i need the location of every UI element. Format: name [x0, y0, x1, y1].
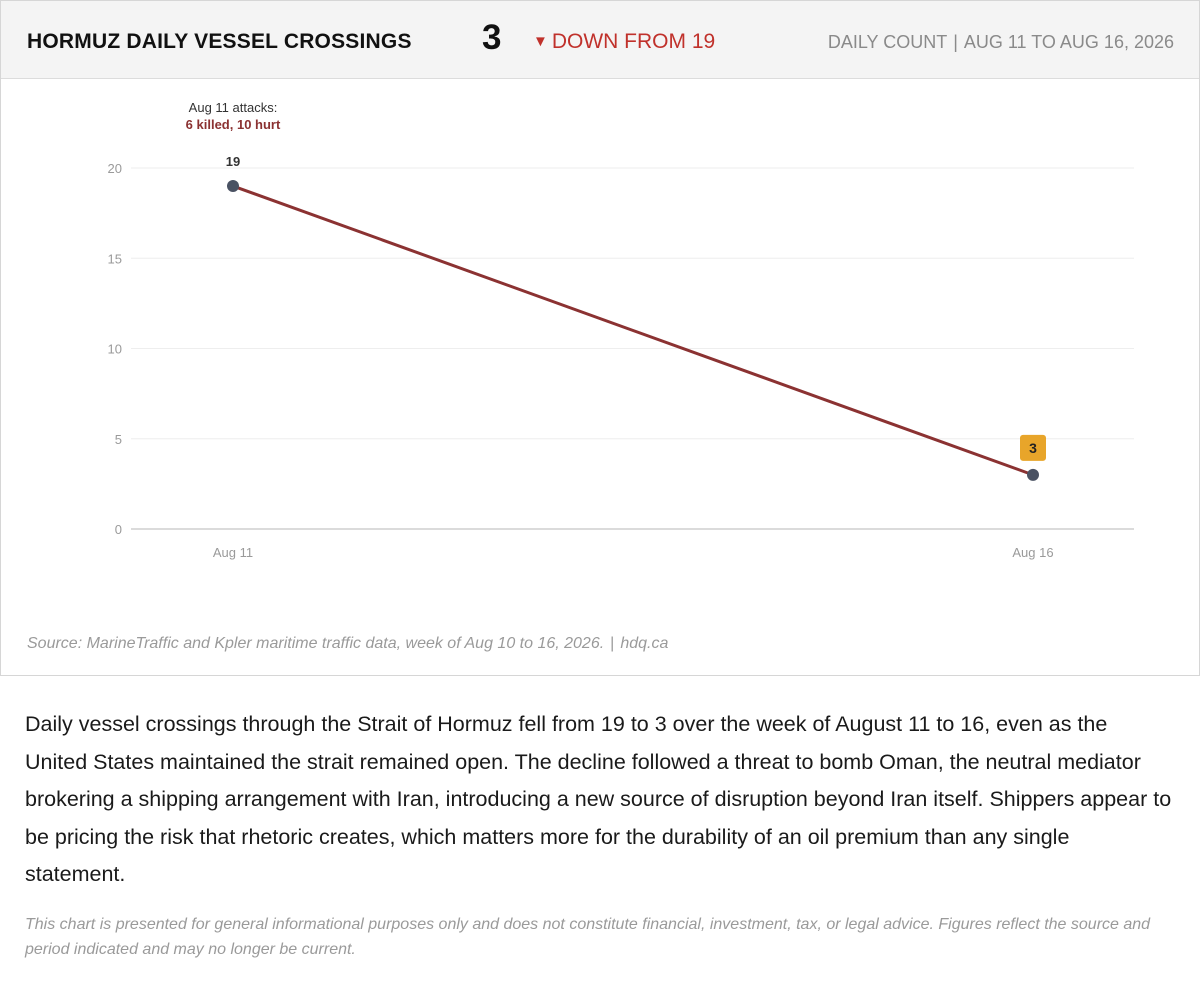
current-value: 3 — [482, 18, 502, 57]
change-text: DOWN FROM 19 — [551, 30, 716, 53]
down-arrow-icon: ▼ — [533, 33, 548, 50]
source-note: Source: MarineTraffic and Kpler maritime… — [27, 635, 668, 653]
data-label: 3 — [1029, 440, 1037, 456]
chart-meta: DAILY COUNT | AUG 11 TO AUG 16, 2026 — [828, 32, 1174, 53]
y-tick-label: 20 — [108, 161, 122, 176]
meta-label: DAILY COUNT — [827, 32, 948, 52]
annotation-line-1: Aug 11 attacks: — [189, 100, 278, 115]
x-tick-label: Aug 16 — [1012, 545, 1053, 560]
annotation-line-2: 6 killed, 10 hurt — [186, 117, 281, 132]
data-point — [1027, 468, 1039, 481]
meta-range: AUG 11 TO AUG 16, 2026 — [963, 32, 1174, 52]
line-chart: 0 5 10 15 20 Aug 11 Aug 16 19 3 Aug 11 attacks: 6 … — [108, 100, 1134, 560]
x-tick-label: Aug 11 — [213, 545, 253, 560]
y-tick-label: 10 — [108, 342, 122, 357]
source-separator: | — [610, 635, 615, 652]
chart-card: HORMUZ DAILY VESSEL CROSSINGS 3 ▼ DOWN FR… — [0, 0, 1200, 676]
meta-separator: | — [953, 32, 958, 52]
highlight-badge — [1020, 434, 1046, 461]
y-tick-label: 5 — [115, 432, 122, 447]
chart-header: HORMUZ DAILY VESSEL CROSSINGS 3 ▼ DOWN FR… — [1, 1, 1199, 79]
article-paragraph: Daily vessel crossings through the Strai… — [25, 712, 1172, 886]
source-text: Source: MarineTraffic and Kpler maritime… — [27, 635, 605, 652]
data-point — [227, 180, 239, 193]
y-tick-label: 15 — [108, 251, 122, 266]
series-line — [232, 184, 1034, 477]
disclaimer: This chart is presented for general info… — [25, 916, 1151, 958]
change-indicator: ▼ DOWN FROM 19 — [533, 30, 715, 54]
data-label: 19 — [226, 154, 240, 169]
y-tick-label: 0 — [115, 522, 122, 537]
source-site: hdq.ca — [620, 635, 669, 652]
chart-title: HORMUZ DAILY VESSEL CROSSINGS — [27, 30, 412, 53]
